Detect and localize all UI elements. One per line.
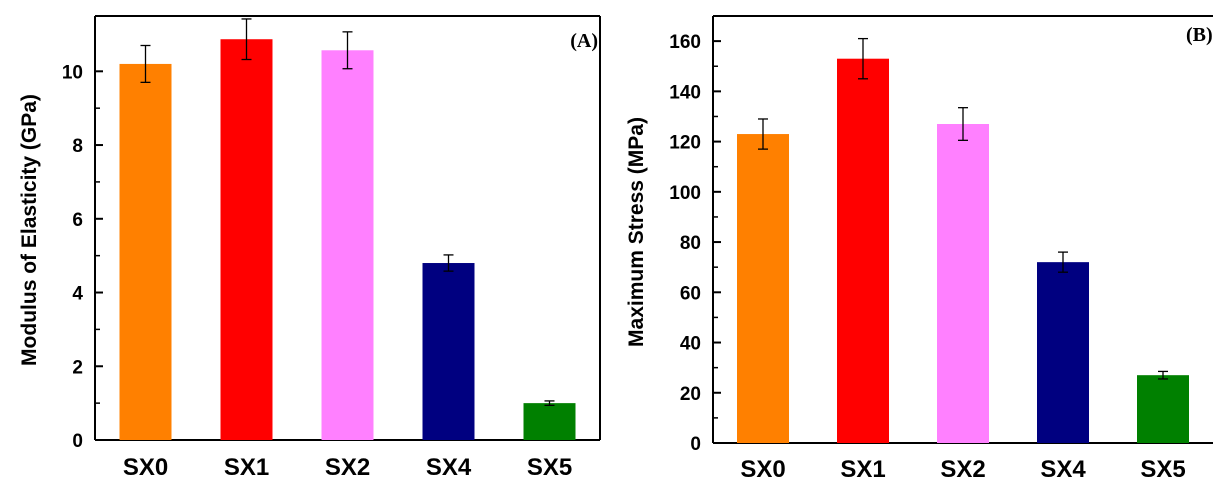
x-tick-label-a: SX2 xyxy=(325,454,370,481)
y-tick-label-b: 160 xyxy=(669,32,701,53)
x-tick-label-a: SX1 xyxy=(224,454,269,481)
x-tick-label-a: SX4 xyxy=(426,454,472,481)
x-tick-label-b: SX1 xyxy=(840,456,885,481)
bar-sx0-a xyxy=(120,64,172,440)
y-tick-label-b: 20 xyxy=(680,384,701,405)
x-tick-label-a: SX0 xyxy=(123,454,168,481)
bar-sx5-b xyxy=(1137,375,1189,443)
bar-sx1-b xyxy=(837,59,889,443)
bar-sx4-a xyxy=(423,263,475,440)
y-tick-label-b: 140 xyxy=(669,82,701,103)
bar-sx2-a xyxy=(322,50,374,440)
y-tick-label-b: 80 xyxy=(680,233,701,254)
x-tick-label-a: SX5 xyxy=(527,454,572,481)
y-axis-title-b: Maximum Stress (MPa) xyxy=(625,117,648,347)
bar-sx0-b xyxy=(737,134,789,443)
x-tick-label-b: SX0 xyxy=(740,456,785,481)
y-tick-label-b: 60 xyxy=(680,283,701,304)
y-tick-label-a: 2 xyxy=(72,357,83,378)
y-tick-label-b: 100 xyxy=(669,183,701,204)
bar-sx1-a xyxy=(221,39,273,440)
y-tick-label-a: 10 xyxy=(62,62,83,83)
chart-panel-a: Modulus of Elasticity (GPa) (A) 0 2 4 6 8 10 S… xyxy=(18,16,600,481)
panel-label-b: (B) xyxy=(1186,24,1213,46)
bar-sx4-b xyxy=(1037,262,1089,443)
panel-label-a: (A) xyxy=(570,30,598,52)
x-tick-label-b: SX4 xyxy=(1040,456,1086,481)
y-tick-label-a: 4 xyxy=(72,284,83,305)
y-tick-label-a: 8 xyxy=(72,136,83,157)
y-tick-label-b: 40 xyxy=(680,334,701,355)
y-tick-label-b: 120 xyxy=(669,133,701,154)
chart-panel-b: Maximum Stress (MPa) (B) 0 20 40 60 80 100 120… xyxy=(625,16,1213,481)
bar-sx2-b xyxy=(937,124,989,443)
y-tick-label-b: 0 xyxy=(690,434,701,455)
x-tick-label-b: SX5 xyxy=(1140,456,1185,481)
y-tick-label-a: 0 xyxy=(72,431,83,452)
y-tick-label-a: 6 xyxy=(72,210,83,231)
bar-sx5-a xyxy=(524,403,576,440)
y-axis-title-a: Modulus of Elasticity (GPa) xyxy=(18,94,41,366)
x-tick-label-b: SX2 xyxy=(940,456,985,481)
